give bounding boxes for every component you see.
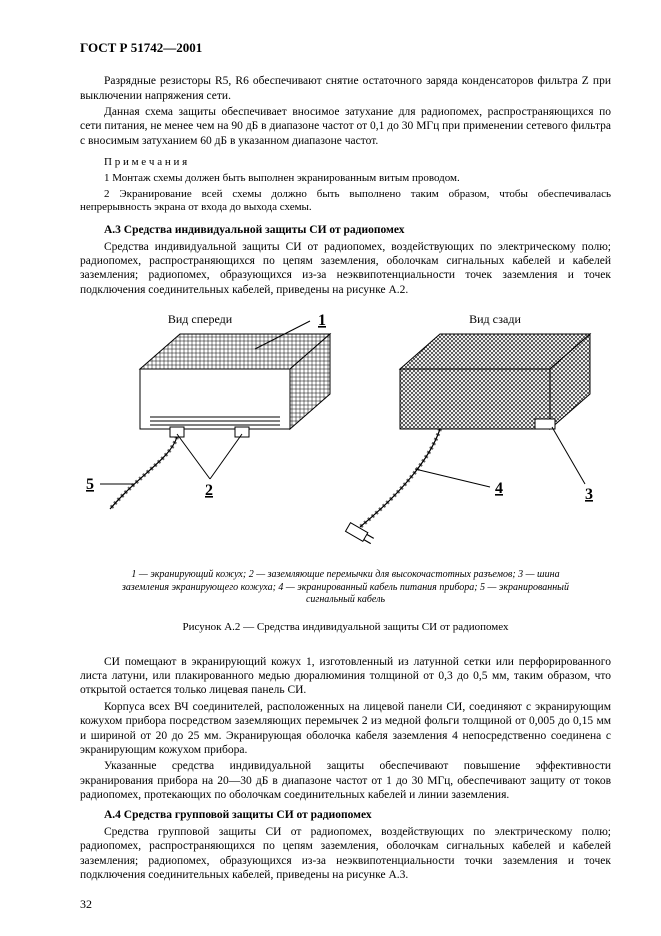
text: Разрядные резисторы R5, R6 обеспечивают … xyxy=(80,75,611,101)
callout-3: 3 xyxy=(585,486,593,503)
paragraph: Средства групповой защиты СИ от радиопом… xyxy=(80,825,611,883)
paragraph: Разрядные резисторы R5, R6 обеспечивают … xyxy=(80,74,611,103)
paragraph: СИ помещают в экранирующий кожух 1, изго… xyxy=(80,655,611,698)
section-a3-title: А.3 Средства индивидуальной защиты СИ от… xyxy=(80,223,611,237)
text: А.4 Средства групповой защиты СИ от ради… xyxy=(104,809,372,821)
text: 1 — экранирующий кожух; 2 — заземляющие … xyxy=(122,569,569,605)
text: П р и м е ч а н и я xyxy=(104,156,187,168)
document-code: ГОСТ Р 51742—2001 xyxy=(80,40,611,56)
callout-1: 1 xyxy=(318,312,326,329)
figure-title: Рисунок А.2 — Средства индивидуальной за… xyxy=(80,621,611,635)
text: Данная схема защиты обеспечивает вносимо… xyxy=(80,106,611,147)
paragraph: Средства индивидуальной защиты СИ от рад… xyxy=(80,240,611,298)
paragraph: Данная схема защиты обеспечивает вносимо… xyxy=(80,105,611,148)
label-front: Вид спереди xyxy=(168,312,233,326)
notes-header: П р и м е ч а н и я xyxy=(80,156,611,170)
page-number: 32 xyxy=(80,897,92,912)
figure-svg: Вид спереди 1 2 xyxy=(80,309,610,559)
text: Средства индивидуальной защиты СИ от рад… xyxy=(80,241,611,296)
text: А.3 Средства индивидуальной защиты СИ от… xyxy=(104,224,404,236)
document-page: ГОСТ Р 51742—2001 Разрядные резисторы R5… xyxy=(0,0,661,936)
paragraph: Корпуса всех ВЧ соединителей, расположен… xyxy=(80,700,611,758)
text: Указанные средства индивидуальной защиты… xyxy=(80,760,611,801)
figure-a2: Вид спереди 1 2 xyxy=(80,309,611,635)
paragraph: Указанные средства индивидуальной защиты… xyxy=(80,759,611,802)
text: Рисунок А.2 — Средства индивидуальной за… xyxy=(183,621,509,633)
notes-block: П р и м е ч а н и я 1 Монтаж схемы долже… xyxy=(80,156,611,215)
callout-5: 5 xyxy=(86,476,94,493)
text: Средства групповой защиты СИ от радиопом… xyxy=(80,826,611,881)
text: 2 Экранирование всей схемы должно быть в… xyxy=(80,188,611,214)
text: СИ помещают в экранирующий кожух 1, изго… xyxy=(80,656,611,697)
callout-2: 2 xyxy=(205,482,213,499)
label-back: Вид сзади xyxy=(469,312,521,326)
callout-4: 4 xyxy=(495,480,503,497)
text: 1 Монтаж схемы должен быть выполнен экра… xyxy=(104,172,460,184)
figure-legend: 1 — экранирующий кожух; 2 — заземляющие … xyxy=(110,569,581,607)
section-a4-title: А.4 Средства групповой защиты СИ от ради… xyxy=(80,808,611,822)
note-item: 2 Экранирование всей схемы должно быть в… xyxy=(80,188,611,216)
text: Корпуса всех ВЧ соединителей, расположен… xyxy=(80,701,611,756)
note-item: 1 Монтаж схемы должен быть выполнен экра… xyxy=(80,172,611,186)
